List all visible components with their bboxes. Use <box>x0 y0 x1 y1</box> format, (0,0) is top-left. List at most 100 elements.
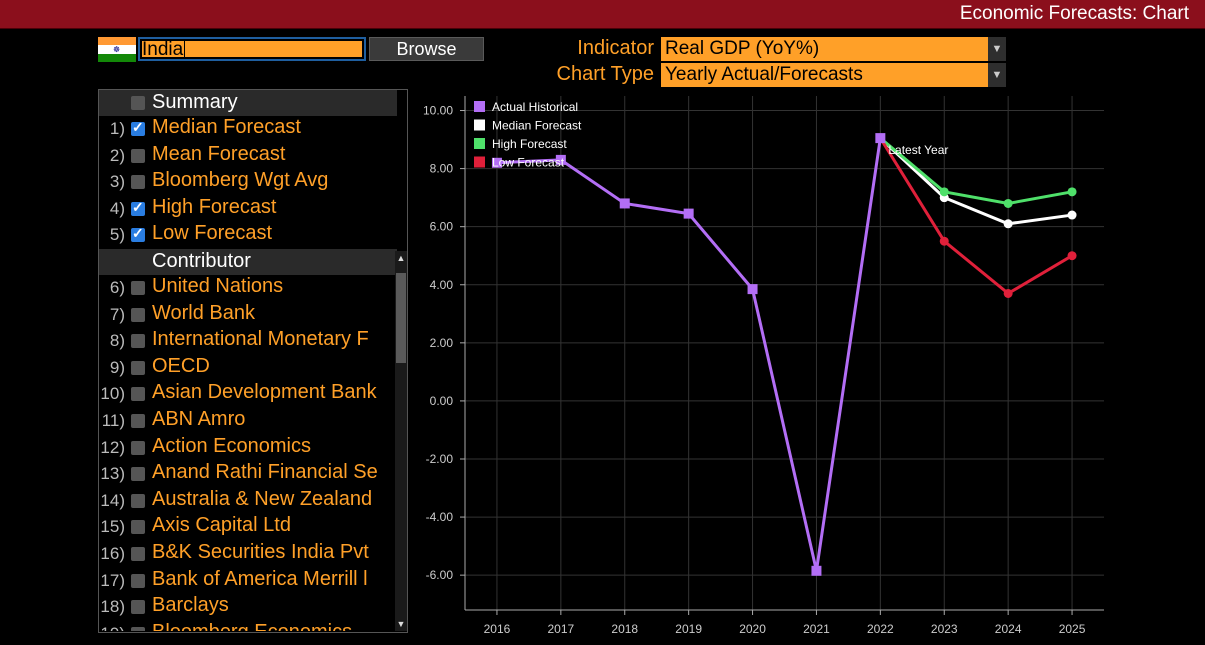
data-point <box>811 565 822 576</box>
legend-swatch <box>474 101 485 112</box>
row-label: ABN Amro <box>152 408 246 430</box>
row-checkbox[interactable] <box>131 334 145 349</box>
row-label: Australia & New Zealand <box>152 487 373 510</box>
row-checkbox[interactable] <box>131 520 145 535</box>
row-number: 4) <box>109 198 125 218</box>
list-item[interactable]: 16) B&K Securities India Pvt <box>99 541 395 568</box>
row-number: 18) <box>100 597 125 617</box>
data-point <box>683 208 694 219</box>
list-item[interactable]: 8) International Monetary F <box>99 328 395 355</box>
chevron-down-icon[interactable]: ▼ <box>988 63 1006 87</box>
row-number: 2) <box>109 145 125 165</box>
list-item[interactable]: 4) High Forecast <box>99 196 399 223</box>
row-checkbox[interactable] <box>131 148 145 163</box>
contributor-scrollbar[interactable]: ▲ ▼ <box>395 251 407 631</box>
latest-year-annotation: Latest Year <box>888 143 948 157</box>
row-label: Bloomberg Wgt Avg <box>152 169 329 192</box>
y-tick-label: 8.00 <box>430 162 454 176</box>
x-tick-label: 2019 <box>675 622 702 636</box>
row-checkbox[interactable] <box>131 387 145 402</box>
list-item[interactable]: 15) Axis Capital Ltd <box>99 514 395 541</box>
list-item[interactable]: 7) World Bank <box>99 302 395 329</box>
title-bar: Economic Forecasts: Chart <box>0 0 1205 29</box>
scroll-up-icon[interactable]: ▲ <box>396 253 406 263</box>
list-item[interactable]: 19) Bloomberg Economics <box>99 621 395 631</box>
data-point <box>1003 219 1013 229</box>
data-point <box>939 236 949 246</box>
row-label: Bloomberg Economics <box>152 621 395 631</box>
row-checkbox[interactable] <box>131 573 145 588</box>
list-item[interactable]: 3) Bloomberg Wgt Avg <box>99 169 399 196</box>
row-checkbox[interactable] <box>131 307 145 322</box>
contributor-header: Contributor <box>99 249 397 275</box>
row-label: Low Forecast <box>152 222 273 245</box>
row-checkbox[interactable] <box>131 600 145 615</box>
row-number: 7) <box>109 304 125 324</box>
row-label: Anand Rathi Financial Se <box>152 461 378 484</box>
chart-type-dropdown[interactable]: Yearly Actual/Forecasts ▼ <box>661 63 1006 87</box>
row-number: 9) <box>109 357 125 377</box>
row-checkbox[interactable] <box>131 440 145 455</box>
data-point <box>1067 251 1077 261</box>
row-number: 1) <box>109 119 125 138</box>
row-checkbox[interactable] <box>131 225 145 243</box>
row-checkbox[interactable] <box>131 119 145 136</box>
series-line <box>879 137 1073 296</box>
chart-type-label: Chart Type <box>556 63 654 85</box>
row-label: Mean Forecast <box>152 142 286 165</box>
row-checkbox[interactable] <box>131 199 145 216</box>
row-number: 6) <box>109 278 125 297</box>
list-item[interactable]: 2) Mean Forecast <box>99 143 399 170</box>
row-checkbox[interactable] <box>131 547 145 561</box>
list-item[interactable]: 6) United Nations <box>99 275 395 302</box>
list-item[interactable]: 14) Australia & New Zealand <box>99 488 395 515</box>
scrollbar-thumb[interactable] <box>396 273 406 363</box>
window-title: Economic Forecasts: Chart <box>959 3 1189 24</box>
row-number: 10) <box>100 384 125 404</box>
indicator-dropdown[interactable]: Real GDP (YoY%) ▼ <box>661 37 1006 61</box>
country-input[interactable]: India <box>138 37 366 61</box>
series-line <box>879 137 1073 226</box>
row-checkbox[interactable] <box>131 493 145 508</box>
x-tick-label: 2022 <box>867 622 894 636</box>
series-panel: Summary 1) Median Forecast 2) Mean Forecast… <box>98 89 408 633</box>
data-point <box>491 157 502 168</box>
row-label: OECD <box>152 354 210 377</box>
row-checkbox[interactable] <box>131 360 145 375</box>
india-flag-icon: ☸ <box>98 37 136 62</box>
x-tick-label: 2024 <box>995 622 1022 636</box>
list-item[interactable]: 18) Barclays <box>99 594 395 621</box>
data-point <box>1003 198 1013 208</box>
y-tick-label: 2.00 <box>430 336 454 350</box>
list-item[interactable]: 5) Low Forecast <box>99 222 399 249</box>
x-tick-label: 2021 <box>803 622 830 636</box>
list-item[interactable]: 1) Median Forecast <box>99 116 399 143</box>
y-tick-label: 0.00 <box>430 394 454 408</box>
list-item[interactable]: 17) Bank of America Merrill l <box>99 568 395 595</box>
row-checkbox[interactable] <box>131 281 145 295</box>
row-number: 8) <box>109 331 125 351</box>
row-label: World Bank <box>152 301 256 324</box>
row-checkbox[interactable] <box>131 626 145 631</box>
row-number: 3) <box>109 172 125 192</box>
row-number: 13) <box>100 464 125 484</box>
list-item[interactable]: 13) Anand Rathi Financial Se <box>99 461 395 488</box>
browse-button[interactable]: Browse <box>369 37 484 61</box>
row-checkbox[interactable] <box>131 175 145 190</box>
row-label: United Nations <box>152 275 284 297</box>
x-tick-label: 2023 <box>931 622 958 636</box>
list-item[interactable]: 11) ABN Amro <box>99 408 395 435</box>
legend-label: Actual Historical <box>492 100 578 114</box>
country-value: India <box>142 39 184 60</box>
list-item[interactable]: 10) Asian Development Bank <box>99 381 395 408</box>
y-tick-label: -2.00 <box>426 452 454 466</box>
row-checkbox[interactable] <box>131 467 145 482</box>
chevron-down-icon[interactable]: ▼ <box>988 37 1006 61</box>
summary-select-all-checkbox[interactable] <box>131 96 145 110</box>
row-label: Median Forecast <box>152 116 301 138</box>
y-tick-label: 4.00 <box>430 278 454 292</box>
row-checkbox[interactable] <box>131 414 145 428</box>
scroll-down-icon[interactable]: ▼ <box>396 619 406 629</box>
list-item[interactable]: 9) OECD <box>99 355 395 382</box>
list-item[interactable]: 12) Action Economics <box>99 435 395 462</box>
